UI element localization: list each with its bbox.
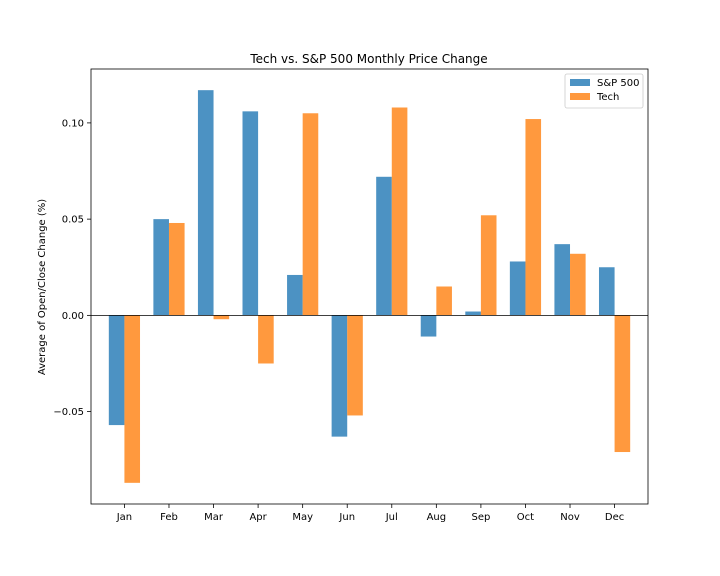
x-tick-label: Apr <box>249 512 267 523</box>
bar-tech-oct <box>525 119 542 316</box>
x-tick-label: Dec <box>605 512 624 523</box>
bar-tech-jan <box>124 315 141 483</box>
bar-sp500-sep <box>465 311 481 316</box>
bar-sp500-oct <box>509 261 526 316</box>
bar-tech-aug <box>436 286 452 316</box>
x-tick-label: Sep <box>471 512 490 523</box>
legend-label: S&P 500 <box>597 78 639 89</box>
bar-sp500-jun <box>331 315 348 437</box>
bar-sp500-mar <box>197 90 214 316</box>
x-axis: Jan Feb Mar Apr May Jun Jul Aug Sep Oct Nov Dec <box>116 504 624 523</box>
y-tick-label: −0.05 <box>53 407 84 418</box>
bar-sp500-dec <box>598 267 615 316</box>
bar-sp500-aug <box>420 315 437 337</box>
x-tick-label: Jun <box>338 512 355 523</box>
x-tick-label: Feb <box>160 512 178 523</box>
bar-sp500-jan <box>108 315 125 426</box>
bar-tech-dec <box>614 315 631 453</box>
bar-tech-apr <box>258 315 274 364</box>
bar-sp500-nov <box>554 244 571 316</box>
y-tick-label: 0.05 <box>62 215 84 226</box>
x-tick-label: Aug <box>427 512 447 523</box>
x-tick-label: Oct <box>517 512 534 523</box>
y-tick-label: 0.00 <box>62 311 84 322</box>
legend: S&P 500 Tech <box>564 73 644 109</box>
bar-tech-sep <box>480 215 497 316</box>
x-tick-label: Jan <box>116 512 132 523</box>
legend-swatch <box>570 93 590 100</box>
x-tick-label: Mar <box>204 512 224 523</box>
x-tick-label: Nov <box>560 512 580 523</box>
bar-sp500-apr <box>242 111 259 316</box>
chart-title: Tech vs. S&P 500 Monthly Price Change <box>249 52 487 66</box>
y-axis: −0.05 0.00 0.05 0.10 <box>53 118 91 418</box>
plot-frame <box>90 68 649 505</box>
y-tick-label: 0.10 <box>62 118 84 129</box>
bar-sp500-feb <box>153 219 169 316</box>
bar-tech-jun <box>347 315 363 416</box>
x-tick-label: May <box>292 512 313 523</box>
bar-tech-jul <box>391 107 408 316</box>
bar-sp500-may <box>287 274 303 316</box>
x-tick-label: Jul <box>385 512 398 523</box>
bar-tech-nov <box>570 253 586 316</box>
y-axis-label: Average of Open/Close Change (%) <box>37 199 48 375</box>
bar-tech-may <box>302 113 319 316</box>
bars-layer <box>108 90 631 483</box>
legend-label: Tech <box>596 92 619 103</box>
legend-swatch <box>570 79 590 86</box>
bar-tech-feb <box>168 222 185 316</box>
bar-tech-mar <box>213 315 230 320</box>
bar-sp500-jul <box>376 176 392 316</box>
